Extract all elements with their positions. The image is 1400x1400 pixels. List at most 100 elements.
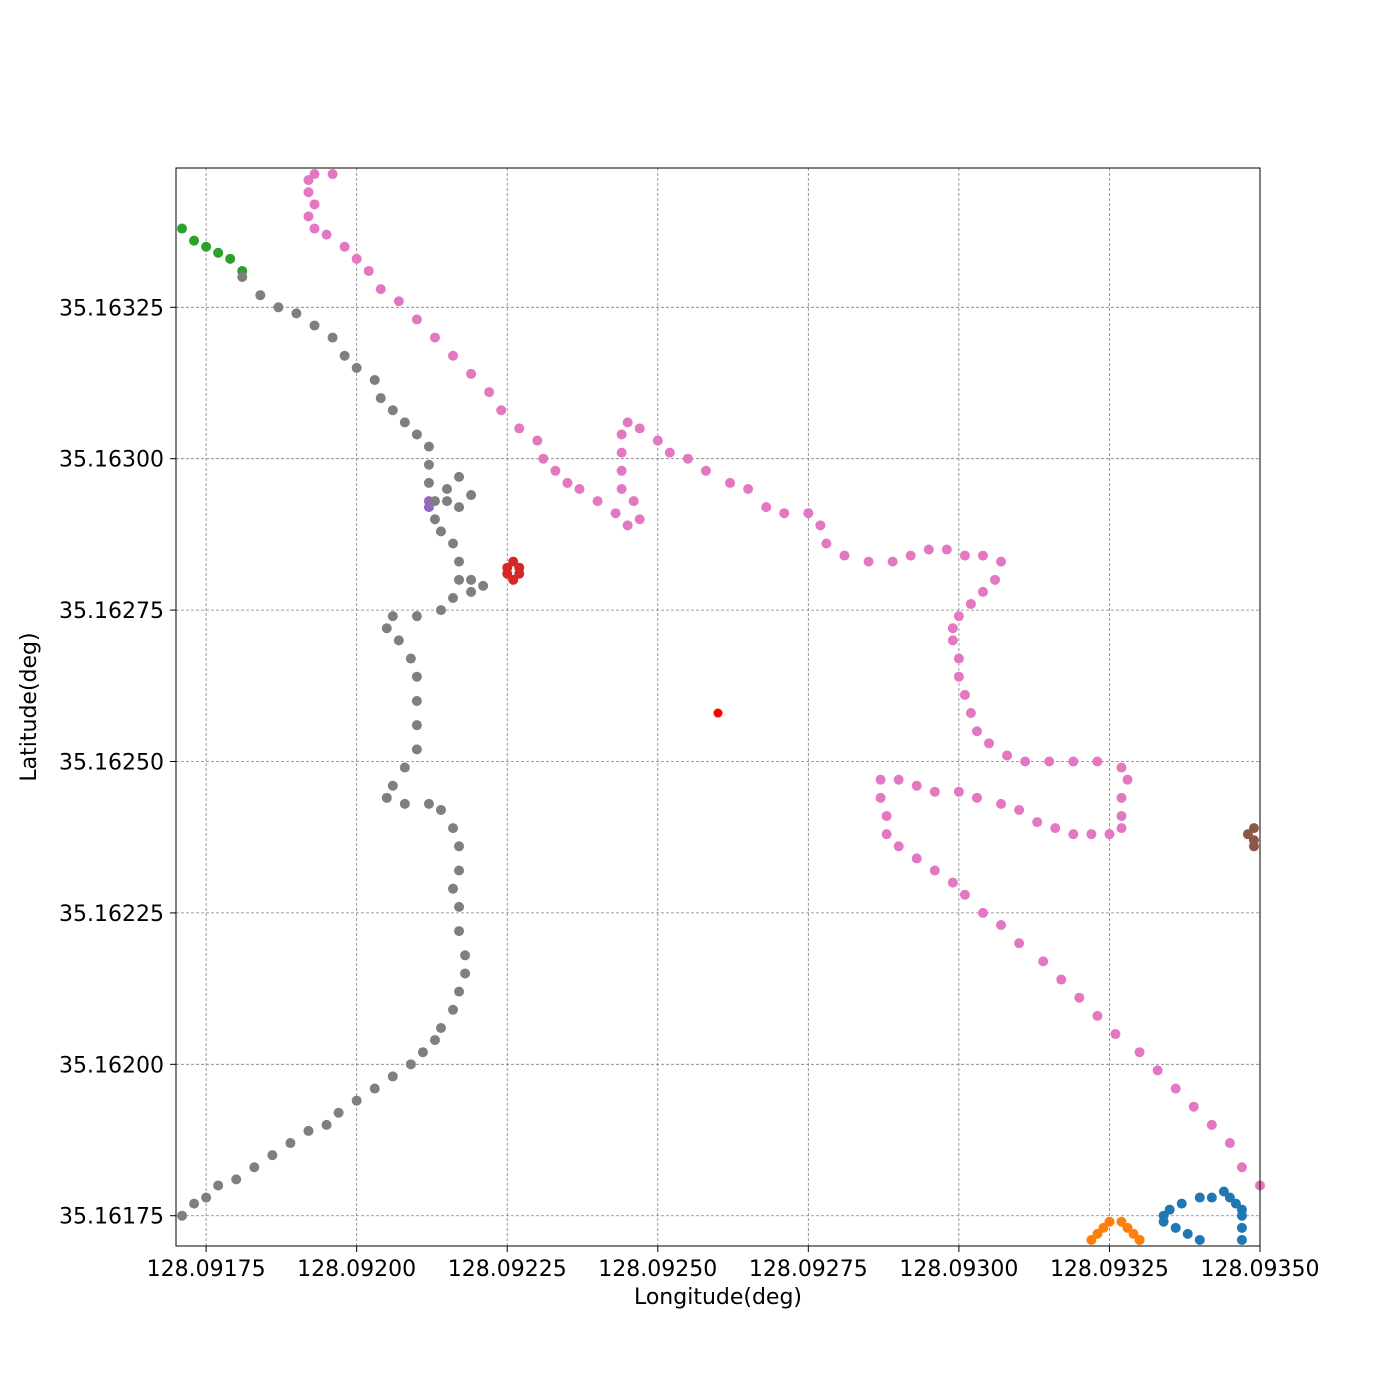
data-point	[562, 477, 573, 488]
data-point	[177, 1210, 188, 1221]
data-point	[177, 223, 188, 234]
data-point	[1122, 1222, 1133, 1233]
data-point	[652, 435, 663, 446]
x-axis-label: Longitude(deg)	[634, 1285, 802, 1310]
data-point	[429, 496, 440, 507]
data-point	[1116, 792, 1127, 803]
data-point	[538, 453, 549, 464]
data-point	[411, 314, 422, 325]
data-point	[616, 429, 627, 440]
data-point	[273, 302, 284, 313]
data-point	[399, 417, 410, 428]
data-point	[321, 229, 332, 240]
series-0	[1158, 1186, 1247, 1245]
data-point	[454, 556, 465, 567]
data-point	[977, 907, 988, 918]
data-point	[423, 502, 434, 513]
data-point	[984, 738, 994, 749]
data-point	[971, 726, 982, 737]
data-point	[339, 350, 350, 361]
data-point	[1176, 1198, 1187, 1209]
data-point	[201, 1192, 212, 1203]
data-point	[435, 804, 446, 815]
data-point	[387, 1071, 398, 1082]
data-point	[616, 447, 627, 458]
data-point	[460, 950, 471, 961]
data-point	[1116, 1216, 1127, 1227]
data-point	[959, 889, 970, 900]
data-point	[1206, 1119, 1217, 1130]
data-point	[1188, 1101, 1199, 1112]
data-point	[664, 447, 675, 458]
y-tick-label: 35.16250	[59, 751, 164, 776]
data-point	[616, 465, 627, 476]
data-point	[375, 393, 386, 404]
data-point	[1224, 1192, 1235, 1203]
data-point	[267, 1150, 278, 1161]
data-point	[333, 1107, 344, 1118]
data-point	[550, 465, 561, 476]
data-point	[996, 798, 1007, 809]
data-point	[303, 175, 314, 186]
data-point	[1248, 823, 1259, 834]
data-point	[213, 1180, 224, 1191]
data-point	[411, 744, 422, 755]
data-point	[466, 368, 477, 379]
x-tick-label: 128.09200	[297, 1257, 416, 1282]
data-point	[1170, 1222, 1181, 1233]
data-point	[423, 477, 434, 488]
data-point	[929, 786, 940, 797]
data-point	[965, 708, 976, 719]
data-point	[502, 568, 513, 579]
grid-lines	[176, 168, 1261, 1246]
data-point	[1056, 974, 1067, 985]
data-point	[881, 829, 892, 840]
data-point	[405, 1059, 416, 1070]
data-point	[429, 1035, 440, 1046]
y-tick-label: 35.16275	[59, 599, 164, 624]
data-point	[947, 623, 958, 634]
series-1	[1086, 1216, 1145, 1245]
data-point	[369, 374, 380, 385]
x-tick-label: 128.09325	[1050, 1257, 1169, 1282]
x-tick-label: 128.09300	[899, 1257, 1018, 1282]
data-point	[1236, 1222, 1247, 1233]
data-point	[454, 502, 465, 513]
data-point	[351, 362, 362, 373]
data-point	[1038, 956, 1049, 967]
data-point	[634, 514, 645, 525]
data-point	[1182, 1228, 1193, 1239]
data-point	[622, 417, 633, 428]
data-point	[875, 774, 886, 785]
data-point	[875, 792, 886, 803]
data-point	[429, 332, 440, 343]
data-point	[1194, 1234, 1205, 1245]
series-3	[502, 556, 525, 585]
data-point	[990, 574, 1001, 585]
data-point	[508, 556, 519, 567]
data-point	[1158, 1210, 1169, 1221]
series-7	[177, 272, 489, 1221]
data-point	[189, 235, 200, 246]
data-point	[713, 708, 723, 718]
data-point	[249, 1162, 260, 1173]
data-point	[1092, 756, 1103, 767]
data-point	[953, 653, 964, 664]
data-point	[399, 762, 410, 773]
x-tick-label: 128.09225	[448, 1257, 567, 1282]
data-point	[996, 556, 1007, 567]
data-point	[977, 550, 988, 561]
data-point	[309, 169, 320, 180]
data-point	[839, 550, 850, 561]
data-point	[454, 471, 465, 482]
data-point	[1104, 1216, 1115, 1227]
data-point	[213, 247, 224, 258]
data-point	[1236, 1234, 1247, 1245]
y-tick-label: 35.16200	[59, 1053, 164, 1078]
data-point	[1164, 1204, 1175, 1215]
data-point	[309, 223, 320, 234]
data-point	[893, 841, 904, 852]
data-point	[1206, 1192, 1217, 1203]
data-point	[393, 296, 404, 307]
